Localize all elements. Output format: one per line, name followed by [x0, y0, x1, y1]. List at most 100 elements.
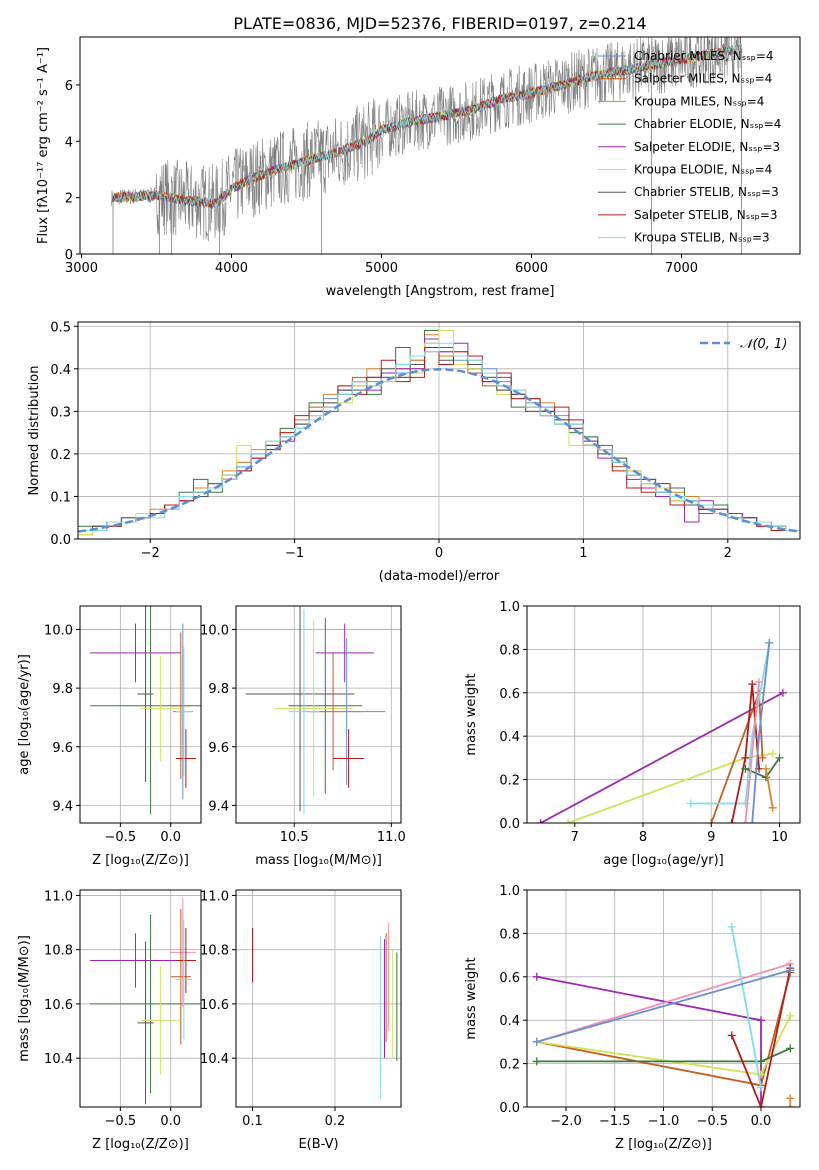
- weight-marker: [686, 799, 695, 808]
- y-tick-label: 0.6: [499, 971, 520, 986]
- x-tick-label: 4000: [215, 261, 248, 276]
- panel-mass-vs-Z: [76, 889, 202, 1111]
- weight-marker: [761, 773, 770, 782]
- weight-marker: [768, 749, 777, 758]
- weight-marker: [755, 677, 764, 686]
- x-axis-label: wavelength [Angstrom, rest frame]: [326, 284, 555, 299]
- weight-marker: [536, 819, 545, 823]
- panel-weight-vs-age: [523, 605, 801, 827]
- legend-label: Chabrier ELODIE, Nₛₛₚ=4: [634, 117, 781, 131]
- y-tick-label: 10.8: [44, 944, 73, 959]
- x-tick-label: 0: [435, 546, 443, 561]
- y-tick-label: 0.6: [499, 687, 520, 702]
- spectrum-model-line-8: [111, 43, 742, 208]
- plot-area-age-vs-Z: [90, 606, 201, 815]
- y-tick-label: 0.0: [499, 1101, 520, 1116]
- weight-marker: [757, 1103, 765, 1107]
- weight-line-0: [536, 975, 762, 1107]
- y-tick-label: 10.0: [200, 623, 229, 638]
- x-tick-label: 10.5: [280, 830, 309, 845]
- y-tick-label: 1.0: [499, 600, 520, 615]
- x-tick-label: 0.0: [160, 1114, 181, 1129]
- weight-marker: [532, 1037, 541, 1046]
- weight-marker: [741, 764, 750, 773]
- x-tick-label: −0.5: [696, 1114, 728, 1129]
- weight-marker: [786, 1094, 795, 1103]
- x-axis-label: mass [log₁₀(M/M⊙)]: [255, 853, 382, 868]
- weight-marker: [707, 819, 716, 823]
- weight-marker: [761, 764, 770, 773]
- y-tick-label: 9.6: [52, 741, 73, 756]
- weight-marker: [741, 819, 750, 823]
- legend-label: Kroupa MILES, Nₛₛₚ=4: [634, 94, 764, 108]
- plot-area-age-vs-mass: [245, 606, 386, 815]
- x-axis-label: E(B-V): [298, 1137, 338, 1152]
- y-tick-label: 0.2: [50, 448, 71, 463]
- y-axis-label: mass [log₁₀(M/M⊙)]: [17, 935, 32, 1062]
- y-tick-label: 0.8: [499, 643, 520, 658]
- y-tick-label: 0.3: [50, 405, 71, 420]
- weight-marker: [532, 1057, 541, 1066]
- y-axis-label: Normed distribution: [27, 366, 42, 496]
- y-tick-label: 0.4: [499, 730, 520, 745]
- panel-age-vs-mass: [232, 605, 402, 827]
- y-tick-label: 9.4: [52, 799, 73, 814]
- x-axis-label: Z [log₁₀(Z/Z⊙)]: [615, 1137, 712, 1152]
- y-tick-label: 10.6: [200, 998, 229, 1013]
- x-tick-label: −1.5: [599, 1114, 631, 1129]
- x-tick-label: 11.0: [377, 830, 406, 845]
- x-tick-label: 0.2: [325, 1114, 346, 1129]
- weight-marker: [748, 680, 757, 689]
- weight-line-4: [536, 962, 791, 1043]
- axes-frame: [79, 889, 202, 1108]
- plot-area-weight-vs-Z: [532, 922, 795, 1107]
- legend-label: Chabrier STELIB, Nₛₛₚ=3: [634, 185, 779, 199]
- legend-label: Salpeter MILES, Nₛₛₚ=4: [634, 72, 772, 86]
- y-tick-label: 0.4: [50, 363, 71, 378]
- x-tick-label: −0.5: [105, 1114, 137, 1129]
- y-tick-label: 0.8: [499, 927, 520, 942]
- legend-label: 𝒩(0, 1): [740, 337, 787, 352]
- plot-area-residuals: [78, 330, 800, 539]
- weight-marker: [757, 1057, 765, 1066]
- y-axis-label: mass weight: [464, 957, 479, 1039]
- weight-line-0: [540, 692, 784, 823]
- legend-label: Salpeter ELODIE, Nₛₛₚ=3: [634, 140, 780, 154]
- x-tick-label: −2: [141, 546, 160, 561]
- weight-marker: [727, 922, 736, 931]
- weight-marker: [765, 638, 774, 647]
- weight-line-7: [765, 768, 774, 808]
- weight-marker: [778, 688, 787, 697]
- x-tick-label: 7: [571, 830, 579, 845]
- panel-weight-vs-Z: [523, 889, 801, 1111]
- x-tick-label: −2.0: [550, 1114, 582, 1129]
- y-tick-label: 0.5: [50, 320, 71, 335]
- weight-marker: [758, 753, 767, 762]
- weight-marker: [755, 732, 764, 741]
- weight-marker: [786, 1044, 795, 1053]
- weight-marker: [768, 803, 777, 812]
- axes-frame: [79, 605, 202, 824]
- axes-frame: [526, 605, 801, 824]
- y-tick-label: 0.4: [499, 1014, 520, 1029]
- y-axis-label: Flux [fλ10⁻¹⁷ erg cm⁻² s⁻¹ A⁻¹]: [36, 47, 51, 244]
- y-axis-label: mass weight: [464, 673, 479, 755]
- weight-marker: [727, 819, 736, 823]
- x-tick-label: 8: [639, 830, 647, 845]
- x-tick-label: 0.0: [160, 830, 181, 845]
- x-tick-label: −0.5: [105, 830, 137, 845]
- y-tick-label: 0.0: [50, 533, 71, 548]
- x-tick-label: −1.0: [648, 1114, 680, 1129]
- plot-area-weight-vs-age: [536, 638, 787, 823]
- y-tick-label: 1.0: [499, 884, 520, 899]
- weight-marker: [757, 1083, 765, 1092]
- weight-marker: [786, 1011, 795, 1020]
- weight-line-8: [744, 681, 760, 823]
- plot-area-spectrum: [111, 37, 742, 254]
- y-tick-label: 10.8: [200, 944, 229, 959]
- weight-marker: [786, 966, 795, 975]
- y-tick-label: 6: [65, 79, 73, 94]
- weight-line-6: [730, 967, 792, 1107]
- y-tick-label: 9.4: [208, 799, 229, 814]
